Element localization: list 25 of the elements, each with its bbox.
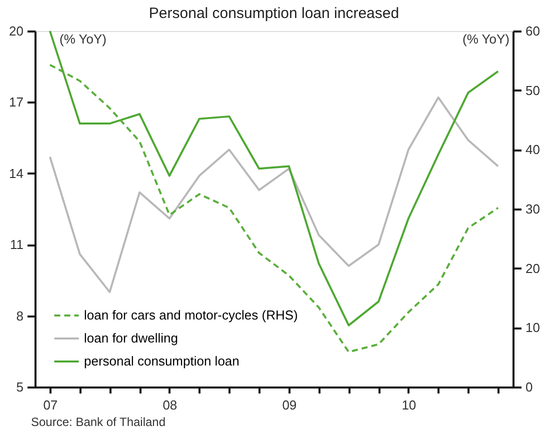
y-tick-label: 5 xyxy=(16,380,24,394)
y2-tick-label: 50 xyxy=(526,82,540,98)
y2-tick-label: 10 xyxy=(526,320,540,336)
y-tick-label: 17 xyxy=(9,94,24,110)
legend-label: loan for cars and motor-cycles (RHS) xyxy=(84,308,298,322)
source-note: Source: Bank of Thailand xyxy=(31,415,166,429)
x-tick-label: 09 xyxy=(282,398,297,412)
x-tick-label: 07 xyxy=(43,398,58,412)
y-tick-label: 14 xyxy=(9,166,24,181)
x-tick-label: 08 xyxy=(162,398,178,412)
y-axis-title: (% YoY) xyxy=(60,32,106,46)
chart-title: Personal consumption loan increased xyxy=(148,5,400,22)
y2-axis-title: (% YoY) xyxy=(462,32,510,46)
y2-tick-label: 20 xyxy=(526,260,540,276)
legend-label: personal consumption loan xyxy=(84,354,240,368)
y2-tick-label: 40 xyxy=(526,142,540,158)
y-tick-label: 11 xyxy=(10,237,24,252)
y-tick-label: 8 xyxy=(16,308,24,324)
y2-tick-label: 60 xyxy=(526,24,540,38)
legend-label: loan for dwelling xyxy=(84,330,178,346)
y2-tick-label: 30 xyxy=(526,202,540,216)
x-tick-label: 10 xyxy=(402,398,416,412)
y-tick-label: 20 xyxy=(9,24,24,38)
y2-tick-label: 0 xyxy=(526,380,533,394)
line-series xyxy=(48,96,500,294)
